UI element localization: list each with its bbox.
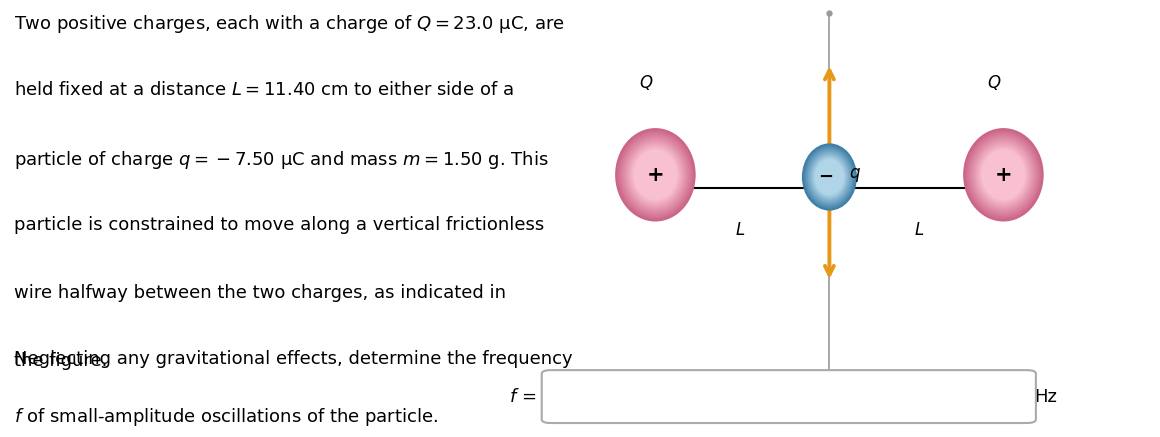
Ellipse shape bbox=[618, 131, 693, 218]
Ellipse shape bbox=[977, 144, 1030, 206]
Ellipse shape bbox=[616, 129, 695, 221]
Ellipse shape bbox=[974, 142, 1032, 208]
Ellipse shape bbox=[629, 144, 682, 206]
Ellipse shape bbox=[978, 145, 1029, 205]
Ellipse shape bbox=[980, 149, 1027, 201]
Text: $f$ =: $f$ = bbox=[509, 388, 536, 406]
Ellipse shape bbox=[626, 140, 684, 209]
FancyBboxPatch shape bbox=[542, 370, 1036, 423]
Text: wire halfway between the two charges, as indicated in: wire halfway between the two charges, as… bbox=[14, 284, 506, 302]
Ellipse shape bbox=[811, 155, 848, 199]
Ellipse shape bbox=[803, 144, 856, 210]
Ellipse shape bbox=[632, 147, 679, 202]
Ellipse shape bbox=[806, 148, 853, 206]
Ellipse shape bbox=[813, 157, 846, 197]
Ellipse shape bbox=[622, 136, 689, 214]
Ellipse shape bbox=[969, 135, 1038, 215]
Ellipse shape bbox=[965, 130, 1042, 219]
Ellipse shape bbox=[967, 132, 1039, 217]
Ellipse shape bbox=[810, 153, 849, 201]
Ellipse shape bbox=[628, 142, 683, 207]
Ellipse shape bbox=[626, 142, 684, 208]
Ellipse shape bbox=[811, 154, 848, 200]
Ellipse shape bbox=[980, 147, 1027, 202]
Ellipse shape bbox=[805, 147, 854, 207]
Ellipse shape bbox=[804, 145, 855, 209]
Ellipse shape bbox=[632, 149, 679, 201]
Text: $q$: $q$ bbox=[849, 166, 861, 184]
Ellipse shape bbox=[806, 149, 853, 205]
Ellipse shape bbox=[633, 149, 677, 200]
Ellipse shape bbox=[805, 147, 854, 207]
Ellipse shape bbox=[807, 150, 851, 204]
Ellipse shape bbox=[981, 149, 1025, 200]
Ellipse shape bbox=[970, 136, 1037, 214]
Text: +: + bbox=[994, 165, 1013, 185]
Text: $Q$: $Q$ bbox=[639, 73, 653, 92]
Ellipse shape bbox=[619, 132, 691, 217]
Ellipse shape bbox=[813, 156, 846, 198]
Ellipse shape bbox=[809, 151, 850, 203]
Ellipse shape bbox=[630, 145, 681, 205]
Ellipse shape bbox=[812, 156, 847, 198]
Text: −: − bbox=[818, 168, 834, 186]
Ellipse shape bbox=[617, 130, 694, 219]
Ellipse shape bbox=[814, 158, 844, 196]
Text: +: + bbox=[646, 165, 665, 185]
Ellipse shape bbox=[624, 138, 687, 212]
Ellipse shape bbox=[972, 138, 1035, 212]
Text: $Q$: $Q$ bbox=[987, 73, 1001, 92]
Ellipse shape bbox=[979, 146, 1028, 204]
Text: $f$ of small-amplitude oscillations of the particle.: $f$ of small-amplitude oscillations of t… bbox=[14, 406, 438, 428]
Text: Neglecting any gravitational effects, determine the frequency: Neglecting any gravitational effects, de… bbox=[14, 350, 573, 368]
Ellipse shape bbox=[964, 129, 1043, 221]
Text: $L$: $L$ bbox=[735, 221, 745, 239]
Ellipse shape bbox=[619, 134, 691, 216]
Ellipse shape bbox=[971, 137, 1036, 213]
Ellipse shape bbox=[976, 142, 1031, 207]
Ellipse shape bbox=[814, 159, 844, 195]
Text: the figure.: the figure. bbox=[14, 352, 107, 370]
Text: particle is constrained to move along a vertical frictionless: particle is constrained to move along a … bbox=[14, 216, 544, 234]
Ellipse shape bbox=[966, 131, 1041, 218]
Ellipse shape bbox=[631, 146, 680, 204]
Ellipse shape bbox=[625, 139, 686, 210]
Ellipse shape bbox=[621, 135, 690, 215]
Ellipse shape bbox=[810, 153, 849, 201]
Ellipse shape bbox=[967, 134, 1039, 216]
Text: $L$: $L$ bbox=[914, 221, 923, 239]
Ellipse shape bbox=[973, 140, 1032, 209]
Text: particle of charge $q = -7.50$ μC and mass $m = 1.50$ g. This: particle of charge $q = -7.50$ μC and ma… bbox=[14, 149, 549, 170]
Text: held fixed at a distance $L = 11.40$ cm to either side of a: held fixed at a distance $L = 11.40$ cm … bbox=[14, 81, 514, 99]
Text: Hz: Hz bbox=[1035, 388, 1058, 406]
Text: Two positive charges, each with a charge of $Q = 23.0$ μC, are: Two positive charges, each with a charge… bbox=[14, 13, 565, 35]
Ellipse shape bbox=[809, 152, 850, 202]
Ellipse shape bbox=[804, 146, 855, 208]
Ellipse shape bbox=[973, 139, 1034, 210]
Ellipse shape bbox=[623, 137, 688, 213]
